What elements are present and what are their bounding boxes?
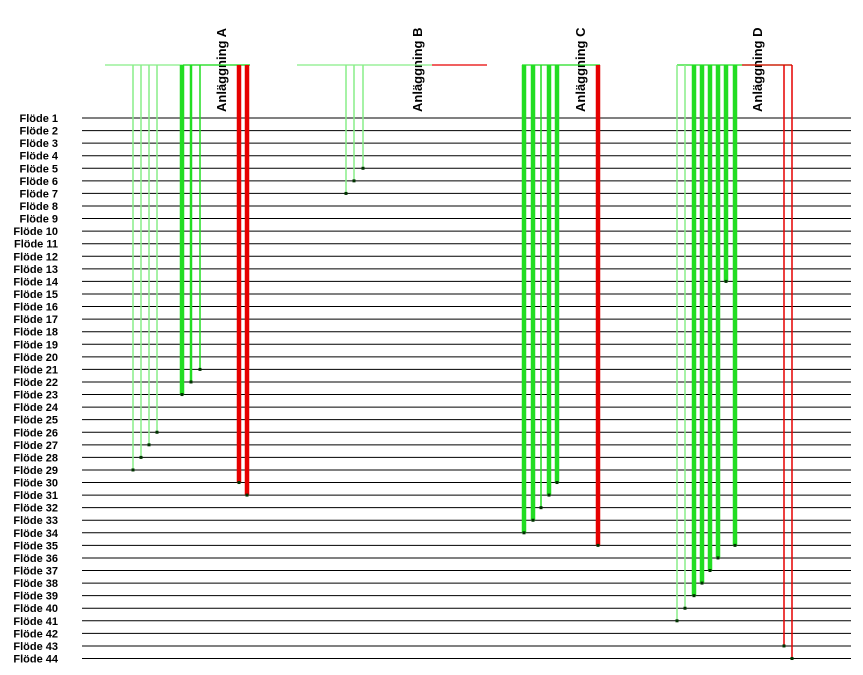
flow-label: Flöde 32	[13, 503, 58, 515]
flow-label: Flöde 37	[13, 566, 58, 578]
flow-label: Flöde 22	[13, 377, 58, 389]
plant-label-c: Anläggning C	[573, 27, 588, 112]
flow-label: Flöde 33	[13, 515, 58, 527]
plant-group	[675, 64, 794, 661]
drop-end-marker	[596, 543, 600, 547]
flow-label: Flöde 28	[13, 452, 58, 464]
flow-label: Flöde 29	[13, 465, 58, 477]
drop-end-marker	[245, 493, 249, 497]
flow-label: Flöde 8	[19, 201, 58, 213]
flow-label: Flöde 34	[13, 528, 59, 540]
flow-label: Flöde 4	[19, 151, 58, 163]
flow-label: Flöde 31	[13, 490, 58, 502]
flow-label: Flöde 27	[13, 440, 58, 452]
drop-end-marker	[733, 543, 737, 547]
flow-label: Flöde 6	[19, 176, 58, 188]
drop-end-marker	[782, 644, 786, 648]
flow-label: Flöde 10	[13, 226, 58, 238]
flow-label: Flöde 5	[19, 163, 58, 175]
drop-end-marker	[555, 481, 559, 485]
flow-label: Flöde 1	[19, 113, 58, 125]
drop-end-marker	[189, 380, 193, 384]
flow-label: Flöde 9	[19, 214, 58, 226]
plant-headers: Anläggning A Anläggning B Anläggning C A…	[214, 27, 765, 112]
flow-label: Flöde 15	[13, 289, 58, 301]
flow-label: Flöde 20	[13, 352, 58, 364]
drop-end-marker	[692, 594, 696, 598]
flow-label: Flöde 24	[13, 402, 59, 414]
drop-end-marker	[724, 279, 728, 283]
plant-label-a: Anläggning A	[214, 27, 229, 112]
drop-end-marker	[522, 531, 526, 535]
flow-label: Flöde 11	[14, 239, 58, 251]
drop-end-marker	[139, 455, 143, 459]
flow-label: Flöde 42	[13, 628, 58, 640]
flow-label: Flöde 35	[13, 540, 58, 552]
drop-end-marker	[531, 518, 535, 522]
drop-end-marker	[352, 179, 356, 183]
flow-label: Flöde 26	[13, 427, 58, 439]
drop-end-marker	[198, 367, 202, 371]
plant-group	[521, 64, 601, 547]
flow-label: Flöde 7	[19, 188, 58, 200]
flow-lines	[82, 117, 851, 660]
flow-label: Flöde 23	[13, 390, 58, 402]
drop-end-marker	[716, 556, 720, 560]
plant-drops	[105, 64, 794, 661]
flow-label: Flöde 2	[19, 126, 58, 138]
drop-end-marker	[131, 468, 135, 472]
flow-label: Flöde 38	[13, 578, 58, 590]
flow-label: Flöde 43	[13, 641, 58, 653]
drop-end-marker	[683, 606, 687, 610]
plant-label-d: Anläggning D	[750, 28, 765, 113]
drop-end-marker	[344, 191, 348, 195]
flow-label: Flöde 30	[13, 478, 58, 490]
flow-label: Flöde 41	[13, 616, 58, 628]
flow-label: Flöde 19	[13, 339, 58, 351]
drop-end-marker	[147, 443, 151, 447]
plant-group	[297, 64, 487, 195]
plant-label-b: Anläggning B	[410, 28, 425, 113]
flow-label: Flöde 13	[13, 264, 58, 276]
flow-label: Flöde 36	[13, 553, 58, 565]
drop-end-marker	[790, 657, 794, 661]
flow-label: Flöde 21	[13, 364, 58, 376]
drop-end-marker	[700, 581, 704, 585]
drop-end-marker	[180, 393, 184, 397]
flow-label: Flöde 18	[13, 327, 58, 339]
drop-end-marker	[539, 506, 543, 510]
drop-end-marker	[547, 493, 551, 497]
drop-end-marker	[361, 166, 365, 170]
plant-group	[105, 64, 250, 497]
flow-label: Flöde 14	[13, 276, 59, 288]
drop-end-marker	[708, 569, 712, 573]
flow-label: Flöde 40	[13, 603, 58, 615]
flow-label: Flöde 25	[13, 415, 58, 427]
flow-label: Flöde 12	[13, 251, 58, 263]
flow-label: Flöde 44	[13, 654, 59, 666]
flow-label: Flöde 39	[13, 591, 58, 603]
drop-end-marker	[155, 430, 159, 434]
flow-label: Flöde 17	[13, 314, 58, 326]
drop-end-marker	[675, 619, 679, 623]
flow-label: Flöde 3	[19, 138, 58, 150]
drop-end-marker	[237, 481, 241, 485]
flow-label: Flöde 16	[13, 302, 58, 314]
